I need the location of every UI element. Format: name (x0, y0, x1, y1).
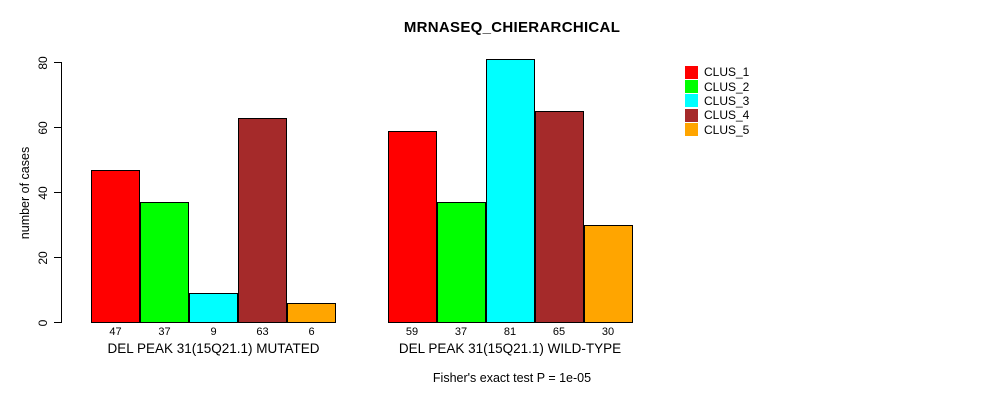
bar-clus_4-group2 (534, 111, 584, 323)
legend-swatch-icon (685, 94, 698, 108)
bar-value-label: 63 (256, 325, 269, 338)
y-tick-20 (53, 257, 61, 259)
group-label-1: DEL PEAK 31(15Q21.1) MUTATED (107, 341, 320, 356)
legend-item-clus_5: CLUS_5 (685, 123, 749, 137)
bar-value-label: 37 (454, 325, 468, 338)
bar-value-label: 9 (210, 325, 217, 338)
bar-value-label: 37 (158, 325, 171, 338)
y-tick-label-40: 40 (36, 186, 50, 200)
y-tick-0 (53, 322, 61, 324)
legend-label: CLUS_4 (704, 108, 750, 123)
legend-label: CLUS_1 (704, 65, 750, 80)
legend-label: CLUS_3 (704, 93, 750, 108)
y-tick-80 (53, 62, 61, 64)
bar-clus_3-group1 (189, 293, 238, 323)
legend-label: CLUS_2 (704, 79, 750, 94)
legend-swatch-icon (685, 123, 698, 137)
bar-value-label: 65 (552, 325, 566, 338)
bar-clus_3-group2 (485, 59, 535, 323)
legend-label: CLUS_5 (704, 122, 750, 137)
footnote-pvalue: Fisher's exact test P = 1e-05 (432, 371, 592, 385)
legend-item-clus_1: CLUS_1 (685, 65, 749, 79)
bar-value-label: 81 (503, 325, 517, 338)
legend-swatch-icon (685, 108, 698, 122)
bar-clus_4-group1 (238, 117, 287, 323)
legend-swatch-icon (685, 80, 698, 94)
bar-value-label: 47 (109, 325, 122, 338)
legend-item-clus_2: CLUS_2 (685, 79, 750, 94)
y-tick-label-60: 60 (36, 121, 50, 135)
bar-clus_5-group2 (583, 225, 633, 323)
y-axis-label: number of cases (18, 146, 32, 240)
bar-clus_1-group2 (387, 130, 437, 323)
bar-value-label: 30 (601, 325, 615, 338)
bar-value-label: 59 (405, 325, 419, 338)
bar-clus_2-group1 (140, 202, 189, 323)
group-label-2: DEL PEAK 31(15Q21.1) WILD-TYPE (398, 341, 622, 356)
y-tick-60 (53, 127, 61, 129)
chart-title: MRNASEQ_CHIERARCHICAL (403, 19, 621, 36)
bar-value-label: 6 (308, 325, 315, 338)
legend-item-clus_4: CLUS_4 (685, 108, 749, 122)
y-tick-label-80: 80 (36, 56, 50, 70)
bar-clus_5-group1 (287, 303, 336, 323)
legend: CLUS_1 CLUS_2 CLUS_3 CLUS_4 CLUS_5 (685, 65, 749, 137)
y-axis-line (61, 62, 63, 323)
y-tick-40 (53, 192, 61, 194)
legend-item-clus_3: CLUS_3 (685, 94, 749, 108)
bar-clus_1-group1 (91, 169, 140, 323)
y-tick-label-0: 0 (36, 319, 50, 327)
y-tick-label-20: 20 (36, 251, 50, 265)
bar-clus_2-group2 (436, 202, 486, 323)
legend-swatch-icon (685, 65, 698, 79)
